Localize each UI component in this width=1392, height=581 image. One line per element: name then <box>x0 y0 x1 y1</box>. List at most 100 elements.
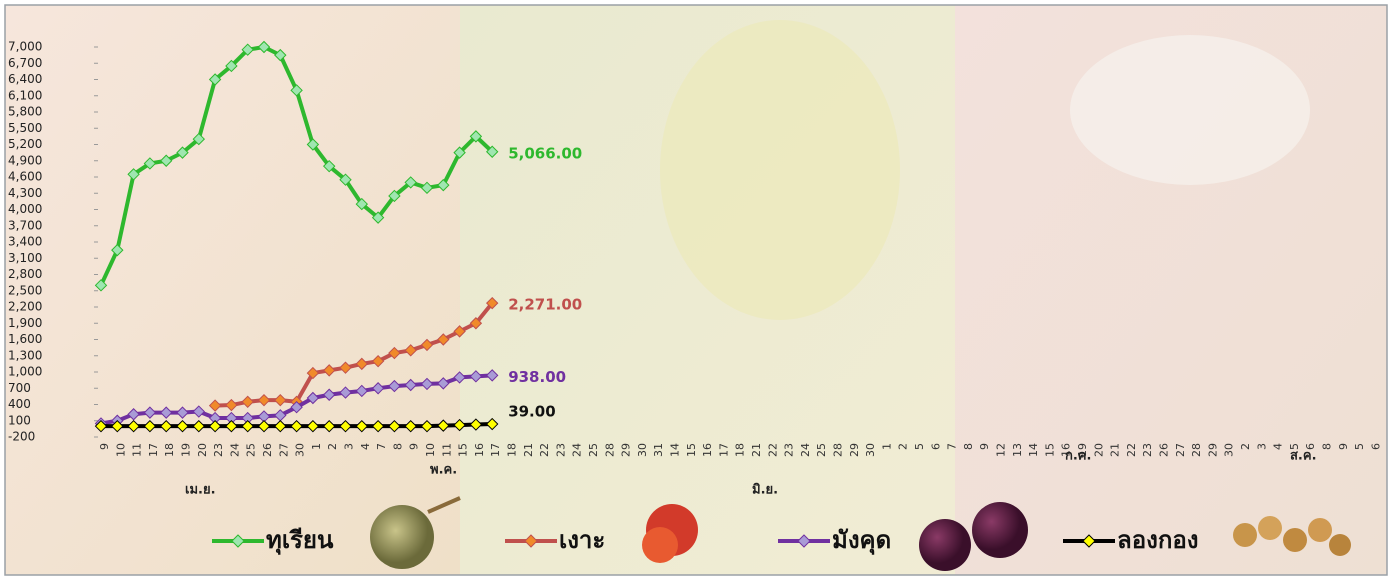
value-label: 938.00 <box>508 368 566 386</box>
y-tick-label: 1,900 <box>8 316 42 330</box>
x-tick-label: 9 <box>978 443 991 450</box>
x-tick-label: 21 <box>1109 443 1122 457</box>
y-tick-label: 6,400 <box>8 72 42 86</box>
legend-label: เงาะ <box>559 526 605 554</box>
x-tick-label: 10 <box>114 443 127 457</box>
x-tick-label: 22 <box>1125 443 1138 457</box>
period-label: เม.ย. <box>185 483 216 498</box>
y-tick-label: 1,600 <box>8 332 42 346</box>
x-tick-label: 28 <box>603 443 616 457</box>
x-tick-label: 26 <box>1158 443 1171 457</box>
x-tick-label: 15 <box>685 443 698 457</box>
y-tick-label: 6,700 <box>8 56 42 70</box>
x-tick-label: 18 <box>163 443 176 457</box>
value-label: 5,066.00 <box>508 144 582 162</box>
rambutan-picture <box>642 527 678 563</box>
x-tick-label: 4 <box>1272 443 1285 450</box>
x-tick-label: 16 <box>701 443 714 457</box>
y-tick-label: 400 <box>8 397 31 411</box>
x-tick-label: 11 <box>131 443 144 457</box>
period-label: ก.ค. <box>1065 449 1091 464</box>
legend-label: ลองกอง <box>1117 526 1199 554</box>
y-tick-label: 6,100 <box>8 88 42 102</box>
x-tick-label: 2 <box>897 443 910 450</box>
x-tick-label: 2 <box>1239 443 1252 450</box>
x-tick-label: 2 <box>326 443 339 450</box>
y-tick-label: 5,200 <box>8 137 42 151</box>
x-tick-label: 20 <box>196 443 209 457</box>
x-tick-label: 27 <box>277 443 290 457</box>
x-tick-label: 11 <box>440 443 453 457</box>
period-label: มิ.ย. <box>752 483 778 498</box>
chart-panel: -2001004007001,0001,3001,6001,9002,2002,… <box>0 0 1392 581</box>
x-tick-label: 9 <box>1337 443 1350 450</box>
y-tick-label: 3,100 <box>8 251 42 265</box>
x-tick-label: 29 <box>848 443 861 457</box>
x-tick-label: 22 <box>766 443 779 457</box>
longkong-picture <box>1258 516 1282 540</box>
x-tick-label: 8 <box>1321 443 1334 450</box>
x-tick-label: 3 <box>343 443 356 450</box>
x-tick-label: 30 <box>864 443 877 457</box>
x-tick-label: 7 <box>375 443 388 450</box>
y-tick-label: 4,900 <box>8 153 42 167</box>
period-label: ส.ค. <box>1290 449 1317 464</box>
x-tick-label: 5 <box>1353 443 1366 450</box>
x-tick-label: 17 <box>717 443 730 457</box>
x-tick-label: 30 <box>294 443 307 457</box>
durian-picture <box>370 505 434 569</box>
x-tick-label: 19 <box>180 443 193 457</box>
x-tick-label: 18 <box>734 443 747 457</box>
x-tick-label: 1 <box>880 443 893 450</box>
x-tick-label: 3 <box>1255 443 1268 450</box>
y-tick-label: 5,800 <box>8 105 42 119</box>
x-tick-label: 10 <box>424 443 437 457</box>
y-tick-label: 700 <box>8 381 31 395</box>
y-tick-label: 3,400 <box>8 235 42 249</box>
x-tick-label: 6 <box>1369 443 1382 450</box>
x-tick-label: 15 <box>457 443 470 457</box>
longkong-picture <box>1308 518 1332 542</box>
x-tick-label: 26 <box>261 443 274 457</box>
x-tick-label: 9 <box>98 443 111 450</box>
y-tick-label: 2,800 <box>8 267 42 281</box>
mangosteen-picture <box>919 519 971 571</box>
x-tick-label: 20 <box>1092 443 1105 457</box>
legend-label: ทุเรียน <box>266 526 334 556</box>
x-tick-label: 4 <box>359 443 372 450</box>
x-tick-label: 29 <box>620 443 633 457</box>
x-tick-label: 15 <box>1043 443 1056 457</box>
x-tick-label: 23 <box>1141 443 1154 457</box>
x-tick-label: 5 <box>913 443 926 450</box>
x-tick-label: 28 <box>832 443 845 457</box>
x-tick-label: 25 <box>815 443 828 457</box>
x-tick-label: 8 <box>391 443 404 450</box>
bg-photo <box>660 20 900 320</box>
y-tick-label: 7,000 <box>8 40 42 54</box>
x-tick-label: 17 <box>147 443 160 457</box>
x-tick-label: 25 <box>245 443 258 457</box>
y-tick-label: 2,500 <box>8 283 42 297</box>
x-tick-label: 24 <box>571 443 584 457</box>
value-label: 2,271.00 <box>508 296 582 314</box>
x-tick-label: 23 <box>783 443 796 457</box>
longkong-picture <box>1283 528 1307 552</box>
bg-photo <box>5 5 460 575</box>
x-tick-label: 27 <box>1174 443 1187 457</box>
x-tick-label: 7 <box>946 443 959 450</box>
x-tick-label: 25 <box>587 443 600 457</box>
y-tick-label: 3,700 <box>8 218 42 232</box>
value-label: 39.00 <box>508 403 555 421</box>
x-tick-label: 14 <box>1027 443 1040 457</box>
chart: -2001004007001,0001,3001,6001,9002,2002,… <box>0 0 1392 581</box>
y-tick-label: 4,300 <box>8 186 42 200</box>
x-tick-label: 23 <box>554 443 567 457</box>
y-tick-label: -200 <box>8 430 35 444</box>
x-tick-label: 17 <box>489 443 502 457</box>
x-tick-label: 23 <box>212 443 225 457</box>
y-tick-label: 2,200 <box>8 300 42 314</box>
x-tick-label: 30 <box>636 443 649 457</box>
x-tick-label: 13 <box>1011 443 1024 457</box>
x-tick-label: 22 <box>538 443 551 457</box>
bg-photo <box>1070 35 1310 185</box>
